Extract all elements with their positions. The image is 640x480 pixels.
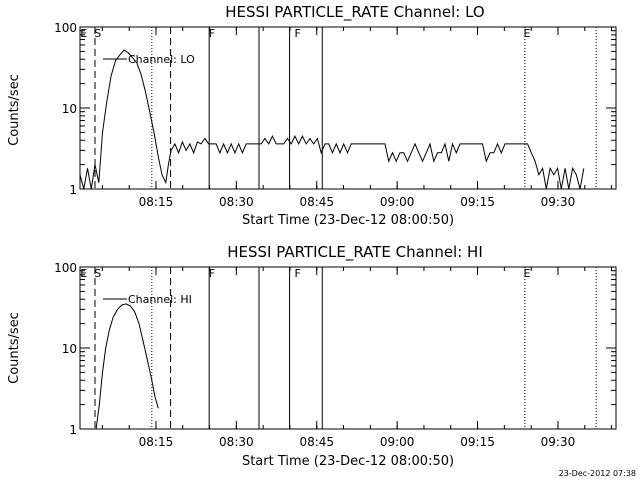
x-tick-label: 08:15 bbox=[139, 195, 174, 209]
y-axis-label: Counts/sec bbox=[7, 74, 22, 146]
y-axis-label: Counts/sec bbox=[7, 312, 22, 384]
x-tick-label: 09:30 bbox=[541, 435, 576, 449]
series-line bbox=[95, 303, 159, 430]
marker-label: F bbox=[209, 27, 215, 40]
marker-label: F bbox=[294, 27, 300, 40]
x-tick-label: 08:30 bbox=[219, 435, 254, 449]
y-tick-label: 10 bbox=[62, 102, 77, 116]
x-tick-label: 09:00 bbox=[380, 195, 415, 209]
x-tick-label: 09:15 bbox=[460, 435, 495, 449]
x-tick-label: 08:15 bbox=[139, 435, 174, 449]
series-lines bbox=[95, 303, 159, 430]
legend-label: Channel: LO bbox=[128, 53, 195, 66]
y-tick-label: 100 bbox=[54, 21, 77, 35]
marker-label: S bbox=[94, 27, 101, 40]
x-tick-label: 09:30 bbox=[541, 195, 576, 209]
marker-label: E bbox=[80, 27, 87, 40]
marker-label: E bbox=[80, 267, 87, 280]
timestamp: 23-Dec-2012 07:38 bbox=[559, 469, 636, 478]
plot-frame bbox=[79, 266, 617, 430]
x-axis-label: Start Time (23-Dec-12 08:00:50) bbox=[242, 454, 454, 469]
legend-label: Channel: HI bbox=[128, 293, 192, 306]
axis-ticks: 08:15 08:30 08:45 09:00 09:15 09:30 1 10 100 bbox=[54, 261, 616, 449]
chart-title: HESSI PARTICLE_RATE Channel: HI bbox=[227, 243, 483, 262]
x-tick-label: 09:00 bbox=[380, 435, 415, 449]
x-tick-label: 08:30 bbox=[219, 195, 254, 209]
series-line bbox=[79, 49, 585, 190]
marker-label: E bbox=[524, 27, 531, 40]
legend: Channel: LO bbox=[103, 53, 195, 66]
x-tick-label: 08:45 bbox=[299, 195, 334, 209]
axis-ticks: 08:15 08:30 08:45 09:00 09:15 09:30 1 10 100 bbox=[54, 21, 616, 209]
x-axis-label: Start Time (23-Dec-12 08:00:50) bbox=[242, 213, 454, 228]
y-tick-label: 10 bbox=[62, 342, 77, 356]
legend: Channel: HI bbox=[103, 293, 192, 306]
y-tick-label: 1 bbox=[69, 183, 77, 197]
marker-label: F bbox=[209, 267, 215, 280]
y-tick-label: 100 bbox=[54, 261, 77, 275]
x-tick-label: 09:15 bbox=[460, 195, 495, 209]
panel-lo: HESSI PARTICLE_RATE Channel: LO Counts/s… bbox=[7, 3, 617, 228]
y-tick-label: 1 bbox=[69, 423, 77, 437]
marker-label: F bbox=[294, 267, 300, 280]
panel-hi: HESSI PARTICLE_RATE Channel: HI Counts/s… bbox=[7, 243, 617, 469]
marker-label: S bbox=[94, 267, 101, 280]
x-tick-label: 08:45 bbox=[299, 435, 334, 449]
marker-label: E bbox=[524, 267, 531, 280]
chart-title: HESSI PARTICLE_RATE Channel: LO bbox=[225, 3, 484, 22]
series-lines bbox=[79, 49, 585, 190]
